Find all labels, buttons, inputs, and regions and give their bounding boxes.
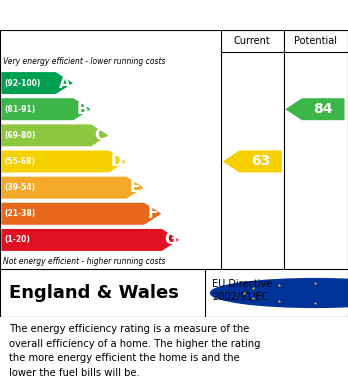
Text: The energy efficiency rating is a measure of the
overall efficiency of a home. T: The energy efficiency rating is a measur… <box>9 325 260 378</box>
Text: B: B <box>76 102 88 117</box>
Polygon shape <box>1 229 179 251</box>
Text: EU Directive
2002/91/EC: EU Directive 2002/91/EC <box>212 279 272 302</box>
Text: (55-68): (55-68) <box>4 157 35 166</box>
Polygon shape <box>285 98 345 120</box>
Polygon shape <box>1 124 108 146</box>
Text: F: F <box>148 206 158 221</box>
Text: A: A <box>58 75 70 91</box>
Text: (1-20): (1-20) <box>4 235 30 244</box>
Text: (39-54): (39-54) <box>4 183 35 192</box>
Text: Current: Current <box>234 36 271 46</box>
Text: D: D <box>111 154 124 169</box>
Text: (69-80): (69-80) <box>4 131 35 140</box>
Text: E: E <box>130 180 140 195</box>
Polygon shape <box>1 98 90 120</box>
Polygon shape <box>1 151 126 172</box>
Text: 84: 84 <box>314 102 333 116</box>
Polygon shape <box>1 177 144 199</box>
Text: G: G <box>164 232 177 248</box>
Text: C: C <box>94 128 105 143</box>
Polygon shape <box>223 151 282 172</box>
Text: (92-100): (92-100) <box>4 79 41 88</box>
Text: Potential: Potential <box>294 36 337 46</box>
Circle shape <box>211 279 348 307</box>
Text: Energy Efficiency Rating: Energy Efficiency Rating <box>9 8 219 23</box>
Text: England & Wales: England & Wales <box>9 284 179 302</box>
Text: Very energy efficient - lower running costs: Very energy efficient - lower running co… <box>3 57 166 66</box>
Text: 63: 63 <box>251 154 270 169</box>
Text: (81-91): (81-91) <box>4 105 35 114</box>
Polygon shape <box>1 203 161 225</box>
Text: (21-38): (21-38) <box>4 209 35 218</box>
Text: Not energy efficient - higher running costs: Not energy efficient - higher running co… <box>3 256 166 265</box>
Polygon shape <box>1 72 73 94</box>
